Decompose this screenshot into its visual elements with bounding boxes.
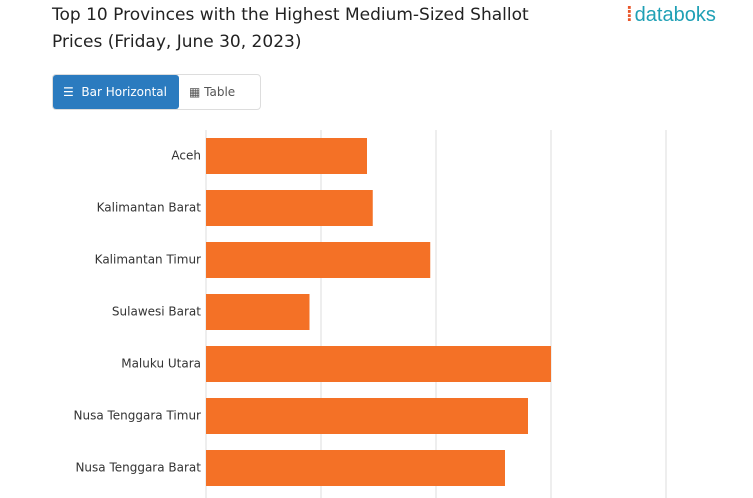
- tab[interactable]: ☰ Bar Horizontal: [53, 75, 179, 109]
- y-tick-label: Sulawesi Barat: [112, 305, 201, 319]
- tab-label: Table: [204, 85, 236, 99]
- y-tick-label: Kalimantan Timur: [95, 253, 201, 267]
- tab[interactable]: ▦ Table: [189, 85, 236, 99]
- logo: ⁞ databoks: [626, 4, 716, 26]
- tabs: ☰ Bar Horizontal ▦ Table: [52, 74, 261, 110]
- bar: [206, 398, 528, 434]
- y-tick-label: Nusa Tenggara Timur: [74, 409, 202, 423]
- bar: [206, 190, 373, 226]
- y-tick-label: Nusa Tenggara Barat: [75, 461, 201, 475]
- brand: databoks: [634, 4, 716, 26]
- bar: [206, 242, 431, 278]
- bar: [206, 294, 310, 330]
- chart-title: Top 10 Provinces with the Highest Medium…: [52, 5, 529, 52]
- y-tick-label: Kalimantan Barat: [97, 201, 202, 215]
- y-tick-label: Maluku Utara: [121, 357, 201, 371]
- y-tick-label: Aceh: [171, 149, 201, 163]
- bar: [206, 138, 367, 174]
- bar: [206, 346, 551, 382]
- tab-label: Bar Horizontal: [81, 85, 167, 99]
- bar: [206, 450, 505, 486]
